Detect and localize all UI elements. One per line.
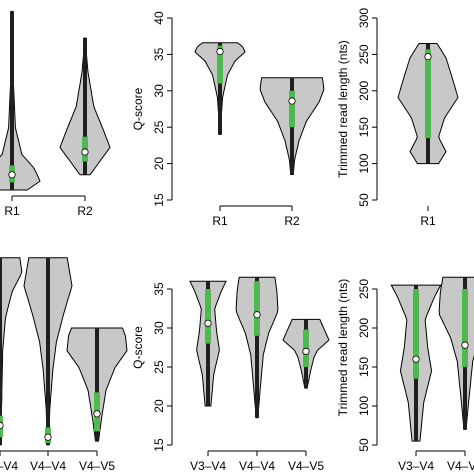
x-tick-label: V3–V4 — [0, 459, 18, 473]
x-tick-label: R2 — [77, 204, 93, 218]
violin-body — [0, 10, 41, 191]
whisker — [46, 257, 50, 445]
y-tick-label: 50 — [357, 193, 371, 207]
x-tick-label: V3–V4 — [398, 459, 434, 473]
y-tick-label: 20 — [152, 399, 166, 413]
violin-V3–V4 — [390, 284, 442, 442]
violin-body — [438, 276, 474, 430]
y-tick-label: 30 — [152, 321, 166, 335]
y-tick-label: 150 — [357, 117, 371, 137]
violin-V3–V4 — [189, 280, 227, 407]
whisker — [0, 257, 2, 445]
x-tick-label: V4–V5 — [288, 459, 324, 473]
median-point — [44, 433, 52, 441]
y-axis-label: Q-score — [131, 326, 145, 369]
y-tick-label: 100 — [357, 153, 371, 173]
median-point — [204, 319, 212, 327]
x-tick-label: V3–V4 — [190, 459, 226, 473]
x-tick-label: V4–V4 — [30, 459, 66, 473]
y-tick-label: 15 — [152, 438, 166, 452]
iqr-box — [413, 289, 419, 379]
iqr-box — [462, 289, 468, 367]
y-tick-label: 300 — [357, 8, 371, 28]
y-tick-label: 150 — [357, 357, 371, 377]
x-tick-label: V4–V5 — [79, 459, 115, 473]
panel-top-center: 15 20 25 30 35 40 Q-score R1 R2 — [131, 11, 325, 228]
violin-body — [0, 257, 23, 446]
x-tick-label: R2 — [284, 214, 300, 228]
y-tick-label: 100 — [357, 396, 371, 416]
panel-bottom-right: 50 100 150 200 250 Trimmed read length (nts) V… — [336, 276, 474, 473]
y-axis-label: Q-score — [131, 87, 145, 130]
y-tick-label: 200 — [357, 318, 371, 338]
median-point — [216, 47, 224, 56]
violin-V4–V5 — [66, 327, 128, 442]
whisker — [218, 42, 222, 135]
median-point — [424, 52, 432, 61]
y-tick-label: 50 — [357, 438, 371, 452]
median-point — [8, 171, 16, 179]
panel-bottom-center: 15 20 25 30 35 Q-score V3–V4 V4–V4 V4–V5 — [131, 276, 330, 473]
y-tick-label: 20 — [152, 157, 166, 171]
iqr-box — [254, 281, 260, 336]
median-point — [288, 97, 296, 105]
whisker — [95, 328, 99, 442]
y-tick-label: 40 — [152, 11, 166, 25]
y-tick-label: 200 — [357, 80, 371, 100]
violin-R1 — [194, 42, 246, 135]
iqr-box — [289, 90, 295, 128]
whisker — [83, 38, 87, 175]
median-point — [81, 148, 89, 156]
y-tick-label: 25 — [152, 120, 166, 134]
violin-R1 — [0, 10, 41, 191]
violin-V4–V4 — [235, 276, 279, 419]
violin-R1 — [397, 43, 459, 165]
y-axis-label: Trimmed read length (nts) — [336, 279, 350, 417]
violin-V4–V4 — [438, 276, 474, 430]
y-axis-label: Trimmed read length (nts) — [336, 40, 350, 178]
y-tick-label: 35 — [152, 47, 166, 61]
panel-bottom-left: V3–V4 V4–V4 V4–V5 — [0, 257, 128, 473]
panel-top-left: R1 R2 — [0, 10, 111, 218]
violin-R2 — [259, 77, 325, 175]
iqr-box — [217, 45, 223, 84]
x-tick-label: R1 — [420, 214, 436, 228]
whisker — [10, 11, 14, 191]
median-point — [412, 355, 420, 363]
violin-R2 — [59, 37, 111, 176]
panel-top-right: 50 100 150 200 250 300 Trimmed read length (nt… — [336, 8, 459, 228]
violin-V4–V5 — [282, 318, 330, 389]
median-point — [93, 410, 101, 418]
violin-V3–V4 — [0, 257, 23, 446]
x-tick-label: V4–V4 — [447, 459, 474, 473]
median-point — [461, 341, 469, 349]
whisker — [255, 277, 259, 418]
median-point — [0, 421, 4, 430]
y-tick-label: 250 — [357, 44, 371, 64]
median-point — [302, 347, 310, 355]
median-point — [253, 311, 261, 319]
iqr-box — [205, 289, 211, 344]
x-tick-label: V4–V4 — [239, 459, 275, 473]
y-tick-label: 30 — [152, 84, 166, 98]
y-tick-label: 250 — [357, 279, 371, 299]
y-tick-label: 35 — [152, 282, 166, 296]
x-tick-label: R1 — [212, 214, 228, 228]
iqr-box — [425, 49, 431, 139]
violin-V4–V4 — [23, 257, 73, 446]
x-tick-label: R1 — [4, 204, 20, 218]
y-tick-label: 25 — [152, 360, 166, 374]
y-tick-label: 15 — [152, 193, 166, 207]
